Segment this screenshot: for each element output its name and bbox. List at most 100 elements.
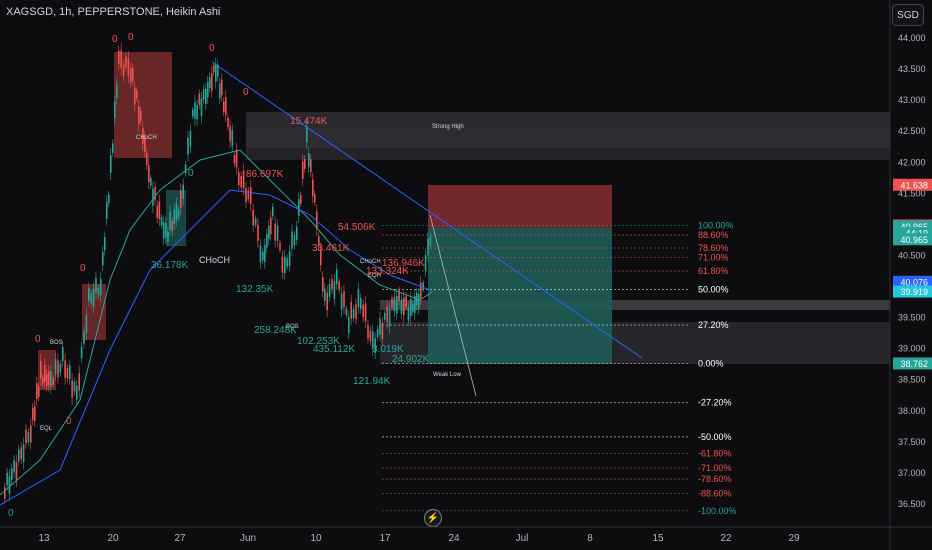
volume-label: 136.946K [382,258,425,269]
candle-body [308,153,310,168]
candle-body [372,331,374,349]
lightning-icon[interactable]: ⚡ [424,509,442,527]
x-tick-label: 10 [310,533,322,544]
candle-body [180,190,182,208]
fib-level-label: 0.00% [698,359,724,369]
candle-body [302,161,304,179]
candle-body [324,288,326,302]
candle-body [259,245,262,263]
candle-body [320,249,322,266]
swing-marker: 0 [243,87,249,98]
candle-body [245,187,247,203]
candle-body [235,149,238,168]
candle-body [205,88,207,104]
candle-body [38,386,40,398]
candle-body [202,89,205,100]
price-tag [893,233,932,246]
fib-level-label: 27.20% [698,320,729,330]
candle-body [318,236,320,247]
candle-body [13,459,15,473]
volume-label: 435.112K [313,344,355,355]
fib-level-label: 50.00% [698,285,729,295]
candle-body [343,291,345,308]
candle-body [18,449,20,462]
x-tick-label: 17 [379,533,391,544]
candle-body [80,346,83,359]
candle-body [34,406,36,422]
y-tick-label: 37.000 [898,468,926,478]
candle-body [247,190,250,200]
candle-body [8,476,11,494]
fib-level-label: -50.00% [698,432,732,442]
candle-body [424,254,427,271]
candle-body [345,308,348,316]
x-tick-label: 13 [38,533,50,544]
candle-body [88,287,90,302]
candle-body [122,63,125,77]
candle-body [429,236,432,246]
candle-body [196,105,198,120]
candle-body [15,462,18,480]
candle-body [304,159,306,169]
candle-body [156,205,159,219]
candle-body [284,256,286,274]
volume-label: 102.253K [297,336,340,347]
candle-body [150,178,152,186]
candle-body [272,207,274,217]
supply-zone [246,112,890,128]
candle-body [90,293,92,304]
volume-label: 54.506K [338,222,376,233]
swing-marker: 0 [188,168,194,179]
candle-body [242,170,245,189]
candle-body [400,299,403,314]
candle-body [100,278,102,296]
candle-body [219,83,221,99]
swing-marker: 0 [112,34,118,45]
candle-body [30,425,32,443]
stop-loss-zone [428,185,612,228]
candle-body [162,222,165,239]
candle-body [331,278,333,290]
candle-body [348,317,350,333]
candle-body [27,432,30,443]
candle-body [48,371,50,386]
fib-level-label: 100.00% [698,221,734,231]
candle-body [362,304,364,318]
candle-body [374,338,376,354]
candle-body [227,117,229,127]
candle-body [388,309,391,327]
candle-body [250,186,252,204]
fib-level-label: -78.60% [698,474,732,484]
candle-body [140,110,142,121]
currency-button[interactable]: SGD [892,4,924,26]
candle-body [192,109,194,117]
candle-body [229,125,231,142]
x-tick-label: Jun [240,533,256,544]
candle-body [114,101,116,119]
candle-body [83,331,85,344]
supply-zone [246,148,890,160]
take-profit-zone [428,228,612,364]
candle-body [142,127,144,144]
fib-level-label: 71.00% [698,252,729,262]
price-tag [893,285,932,298]
candle-body [32,407,34,421]
candle-body [364,303,367,322]
candle-body [175,203,178,221]
candle-body [314,194,316,203]
candle-body [165,222,167,238]
fib-level-label: -100.00% [698,506,737,516]
trendline [211,61,643,359]
volume-label: 132.35K [236,284,274,295]
candle-body [293,235,296,246]
candle-body [414,295,416,314]
candle-body [76,385,78,400]
candle-body [291,231,293,249]
swing-marker: 0 [128,32,134,43]
candle-body [240,176,242,188]
candle-body [182,184,184,200]
candle-body [396,295,398,314]
y-tick-label: 40.500 [898,250,926,260]
candle-body [418,294,420,309]
